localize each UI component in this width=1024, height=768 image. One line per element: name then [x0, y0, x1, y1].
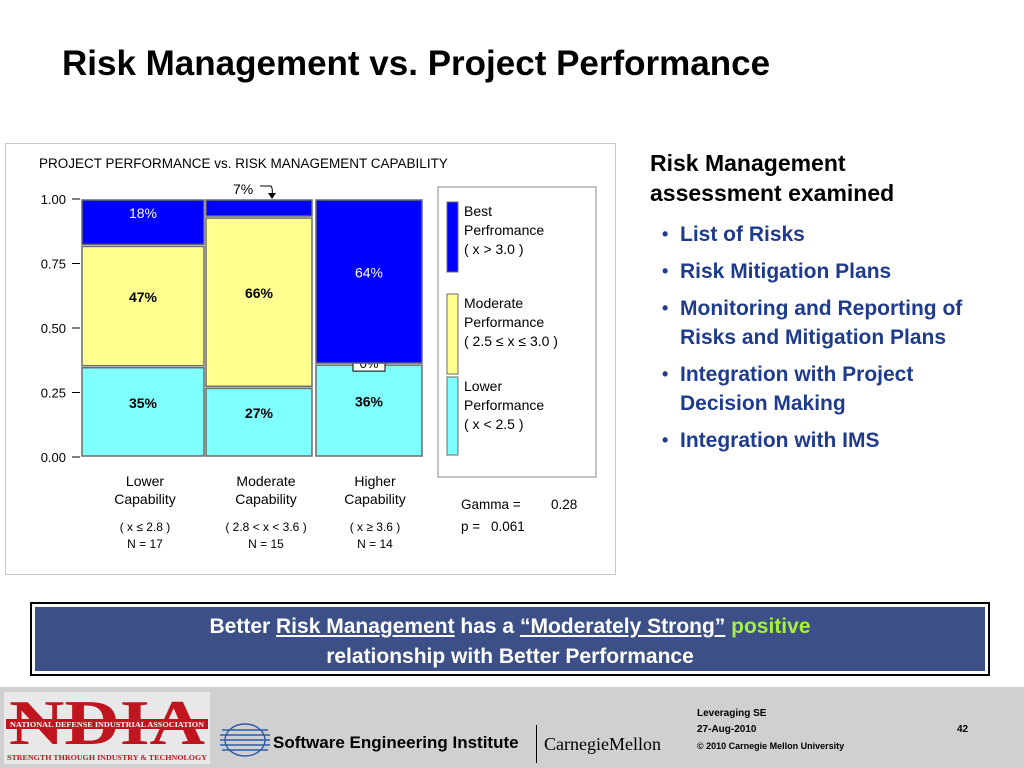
y-tick-label: 0.00: [41, 450, 66, 465]
x-category-label: Capability: [344, 491, 405, 507]
bullet-icon: •: [662, 430, 669, 450]
legend-swatch: [446, 293, 459, 375]
callout-line1: Better Risk Management has a “Moderately…: [32, 612, 988, 642]
logo-divider: [536, 725, 537, 763]
bar-segment: [315, 199, 423, 364]
bar-segment: [205, 217, 313, 388]
ndia-top-text: NATIONAL DEFENSE INDUSTRIAL ASSOCIATION: [10, 721, 204, 729]
footer-date: 27-Aug-2010: [697, 724, 757, 735]
list-item: • Integration with IMS: [662, 426, 982, 455]
bar-segment: [81, 366, 205, 457]
gamma-label: Gamma =: [461, 497, 521, 512]
list-item-text: List of Risks: [680, 223, 805, 246]
stacked-bar-chart: PROJECT PERFORMANCE vs. RISK MANAGEMENT …: [5, 143, 616, 575]
callout-line2: relationship with Better Performance: [326, 645, 694, 668]
chart-title: PROJECT PERFORMANCE vs. RISK MANAGEMENT …: [39, 156, 448, 171]
legend-label: ( x < 2.5 ): [464, 416, 524, 432]
list-item-text: Integration with IMS: [680, 429, 880, 452]
bullet-icon: •: [662, 261, 669, 281]
x-category-range: ( 2.8 < x < 3.6 ): [225, 520, 306, 534]
sei-name: Software Engineering Institute: [273, 733, 519, 752]
list-item: • Monitoring and Reporting of Risks and M…: [662, 294, 982, 352]
arrow-head-icon: [268, 193, 276, 199]
panel-heading-line2: assessment examined: [650, 180, 895, 206]
bar-segment: [205, 387, 313, 457]
legend-swatch: [446, 201, 459, 273]
bar-data-label: 64%: [355, 265, 383, 281]
y-tick-label: 0.75: [41, 257, 66, 272]
list-item-text: Integration with Project Decision Making: [680, 363, 914, 415]
p-value: 0.061: [491, 519, 525, 534]
slide-title: Risk Management vs. Project Performance: [62, 44, 771, 83]
list-item-text: Risk Mitigation Plans: [680, 260, 892, 283]
bar-segment: [315, 364, 423, 457]
bar-data-label: 66%: [245, 285, 274, 301]
ndia-bottom-text: STRENGTH THROUGH INDUSTRY & TECHNOLOGY: [7, 754, 207, 762]
assessment-list: • List of Risks • Risk Mitigation Plans • M…: [662, 220, 982, 463]
x-category-n: N = 17: [127, 537, 163, 551]
callout-underlined-text: “Moderately Strong”: [519, 615, 726, 638]
bullet-icon: •: [662, 298, 669, 318]
footer-copyright: © 2010 Carnegie Mellon University: [697, 741, 845, 751]
bullet-icon: •: [662, 224, 669, 244]
bar-data-label: 27%: [245, 405, 274, 421]
legend-label: Lower: [464, 378, 502, 394]
ndia-banner: [6, 719, 208, 729]
list-item: • Risk Mitigation Plans: [662, 257, 982, 286]
cmu-name: CarnegieMellon: [544, 734, 661, 754]
x-category-range: ( x ≤ 2.8 ): [120, 520, 171, 534]
bar-data-label: 18%: [129, 205, 157, 221]
panel-heading: Risk Management assessment examined: [650, 148, 894, 208]
callout-underlined-text: Risk Management: [276, 615, 455, 638]
bar-data-label: 47%: [129, 289, 158, 305]
p-label: p =: [461, 519, 480, 534]
x-category-label: Capability: [114, 491, 175, 507]
footer-event: Leveraging SE: [697, 708, 767, 719]
x-category-label: Moderate: [236, 473, 295, 489]
list-item: • List of Risks: [662, 220, 982, 249]
list-item: • Integration with Project Decision Makin…: [662, 360, 982, 418]
list-item-text: Monitoring and Reporting of Risks and Mi…: [680, 297, 963, 349]
ndia-logo: NDIA NATIONAL DEFENSE INDUSTRIAL ASSOCIA…: [4, 692, 210, 764]
conclusion-callout: Better Risk Management has a “Moderately…: [30, 602, 990, 676]
page-number: 42: [957, 724, 969, 735]
gamma-value: 0.28: [551, 497, 577, 512]
legend-label: ( x > 3.0 ): [464, 241, 524, 257]
x-category-label: Higher: [354, 473, 396, 489]
legend-label: ( 2.5 ≤ x ≤ 3.0 ): [464, 333, 558, 349]
x-category-range: ( x ≥ 3.6 ): [350, 520, 401, 534]
callout-positive-text: positive: [725, 615, 811, 638]
bar-data-label: 36%: [355, 394, 384, 410]
x-category-n: N = 14: [357, 537, 393, 551]
bar-segment: [81, 199, 205, 246]
bar-data-label: 35%: [129, 395, 158, 411]
legend-label: Best: [464, 203, 492, 219]
bar-data-label: 7%: [233, 181, 253, 197]
x-category-label: Capability: [235, 491, 296, 507]
legend-label: Performance: [464, 314, 544, 330]
x-category-n: N = 15: [248, 537, 284, 551]
y-tick-label: 0.50: [41, 321, 66, 336]
y-tick-label: 1.00: [41, 192, 66, 207]
y-tick-label: 0.25: [41, 386, 66, 401]
sei-globe-icon: [220, 723, 270, 757]
bullet-icon: •: [662, 364, 669, 384]
legend-label: Perfromance: [464, 222, 544, 238]
callout-text: has a: [454, 615, 520, 638]
bar-segment: [81, 245, 205, 367]
bar-segment: [205, 199, 313, 217]
panel-heading-line1: Risk Management: [650, 150, 846, 176]
legend-box: [437, 186, 597, 478]
legend-swatch: [446, 376, 459, 456]
legend-label: Moderate: [464, 295, 523, 311]
callout-text: Better: [209, 615, 277, 638]
chart-canvas: PROJECT PERFORMANCE vs. RISK MANAGEMENT …: [39, 156, 597, 551]
x-category-label: Lower: [126, 473, 164, 489]
legend-label: Performance: [464, 397, 544, 413]
